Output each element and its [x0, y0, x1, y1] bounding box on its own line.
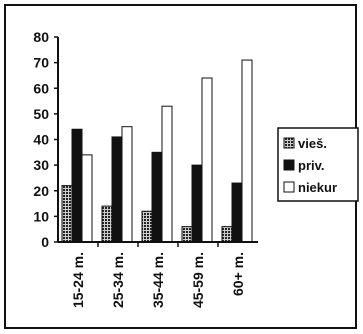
- y-tick-label: 30: [33, 157, 49, 173]
- y-axis: 0 10 20 30 40 50 60 70 80: [33, 29, 59, 250]
- x-tick-label: 15-24 m.: [70, 252, 86, 308]
- y-tick-label: 40: [33, 132, 49, 148]
- y-tick-label: 60: [33, 80, 49, 96]
- y-tick-label: 70: [33, 55, 49, 71]
- bar-niekur: [201, 77, 213, 243]
- bar-priv: [111, 136, 123, 243]
- x-tick-label: 45-59 m.: [190, 252, 206, 308]
- legend-swatch: [283, 159, 295, 171]
- bar-vie: [141, 210, 153, 243]
- legend-label: priv.: [298, 158, 325, 173]
- legend-label: vieš.: [298, 136, 327, 151]
- bar-niekur: [121, 126, 133, 243]
- bar-niekur: [241, 59, 253, 243]
- x-tick-label: 35-44 m.: [150, 252, 166, 308]
- legend: vieš. priv. niekur: [277, 127, 359, 202]
- bar-niekur: [81, 154, 93, 243]
- bar-vie: [221, 226, 233, 243]
- y-tick-label: 20: [33, 183, 49, 199]
- x-axis: 15-24 m. 25-34 m. 35-44 m. 45-59 m. 60+ m.: [58, 241, 258, 308]
- bar-priv: [151, 151, 163, 243]
- bar-priv: [71, 128, 83, 243]
- y-tick-label: 80: [33, 29, 49, 45]
- bars: [61, 59, 253, 243]
- legend-swatch: [283, 181, 295, 193]
- bar-vie: [101, 205, 113, 243]
- bar-priv: [191, 164, 203, 243]
- bar-priv: [231, 182, 243, 243]
- bar-vie: [61, 185, 73, 243]
- y-tick-label: 0: [41, 234, 49, 250]
- bar-vie: [181, 226, 193, 243]
- x-tick-label: 25-34 m.: [110, 252, 126, 308]
- y-tick-label: 50: [33, 106, 49, 122]
- legend-swatch: [283, 137, 295, 149]
- legend-label: niekur: [298, 180, 337, 195]
- bar-niekur: [161, 105, 173, 243]
- x-tick-label: 60+ m.: [230, 252, 246, 296]
- y-tick-label: 10: [33, 208, 49, 224]
